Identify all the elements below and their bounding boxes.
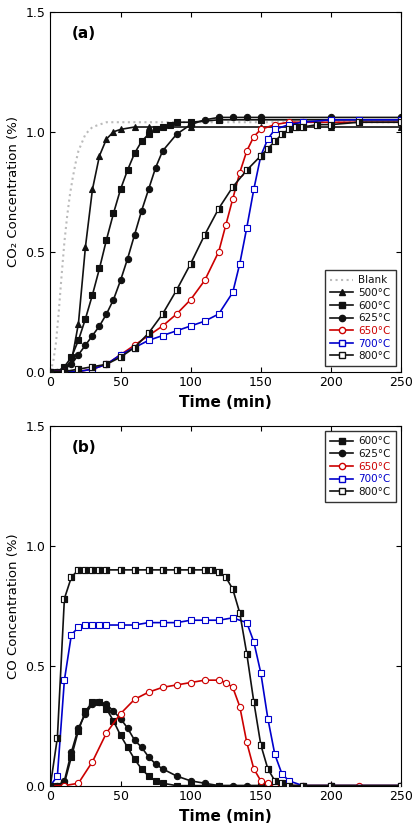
- X-axis label: Time (min): Time (min): [179, 395, 272, 410]
- Text: (a): (a): [71, 27, 95, 42]
- Y-axis label: CO₂ Concentration (%): CO₂ Concentration (%): [7, 116, 20, 268]
- Y-axis label: CO Concentration (%): CO Concentration (%): [7, 533, 20, 679]
- X-axis label: Time (min): Time (min): [179, 809, 272, 824]
- Legend: Blank, 500°C, 600°C, 625°C, 650°C, 700°C, 800°C: Blank, 500°C, 600°C, 625°C, 650°C, 700°C…: [325, 270, 396, 366]
- Text: (b): (b): [71, 440, 96, 455]
- Legend: 600°C, 625°C, 650°C, 700°C, 800°C: 600°C, 625°C, 650°C, 700°C, 800°C: [325, 431, 396, 502]
